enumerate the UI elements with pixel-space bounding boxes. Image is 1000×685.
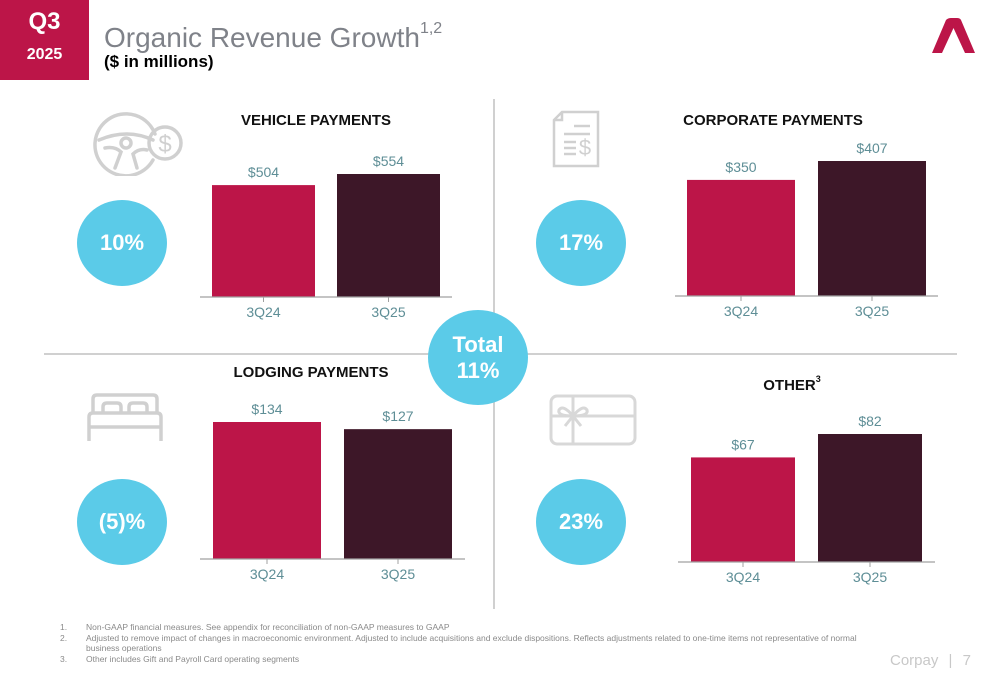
panel-title-other-text: OTHER bbox=[763, 377, 816, 394]
bar-3q24 bbox=[687, 179, 795, 296]
page-title: Organic Revenue Growth1,2 bbox=[104, 19, 443, 54]
company-name: Corpay bbox=[890, 652, 939, 669]
footnote: 3. Other includes Gift and Payroll Card o… bbox=[60, 654, 880, 665]
growth-bubble-other: 23% bbox=[536, 479, 626, 565]
panel-title-vehicle: VEHICLE PAYMENTS bbox=[240, 112, 392, 129]
data-label: $67 bbox=[731, 436, 755, 452]
chart-corporate-payments: $350 3Q24 $407 3Q25 bbox=[675, 140, 938, 319]
quarter-label: Q3 bbox=[28, 8, 61, 35]
bar-3q24 bbox=[212, 185, 315, 297]
gift-card-icon bbox=[549, 394, 637, 446]
growth-bubble-lodging: (5)% bbox=[77, 479, 167, 565]
page-subtitle: ($ in millions) bbox=[104, 52, 214, 71]
data-label: $504 bbox=[248, 164, 279, 180]
data-label: $127 bbox=[382, 408, 413, 424]
quarter-badge: Q3 2025 bbox=[0, 0, 89, 80]
growth-value-lodging: (5)% bbox=[98, 509, 146, 534]
total-growth-bubble: Total 11% bbox=[428, 310, 528, 405]
footnote-text: Non-GAAP financial measures. See appendi… bbox=[86, 622, 450, 632]
data-label: $554 bbox=[373, 153, 404, 169]
svg-text:$: $ bbox=[158, 131, 171, 158]
data-label: $134 bbox=[251, 401, 282, 417]
x-tick-label: 3Q25 bbox=[855, 303, 889, 319]
footer-separator: | bbox=[948, 652, 953, 669]
invoice-dollar-icon: $ bbox=[552, 110, 600, 168]
growth-bubble-corporate: 17% bbox=[536, 200, 626, 286]
page-title-text: Organic Revenue Growth bbox=[104, 22, 420, 53]
svg-text:$: $ bbox=[579, 135, 591, 160]
year-label: 2025 bbox=[26, 46, 63, 63]
page-number: 7 bbox=[962, 652, 971, 669]
footnote: 1. Non-GAAP financial measures. See appen… bbox=[60, 622, 880, 633]
total-label: Total bbox=[452, 331, 504, 357]
corpay-logo-icon bbox=[932, 18, 975, 53]
growth-bubble-vehicle: 10% bbox=[77, 200, 167, 286]
panel-title-lodging: LODGING PAYMENTS bbox=[233, 364, 389, 381]
bar-3q24 bbox=[691, 457, 795, 562]
x-tick-label: 3Q25 bbox=[381, 566, 415, 582]
bar-3q25 bbox=[818, 161, 926, 296]
data-label: $350 bbox=[725, 159, 756, 175]
total-value: 11% bbox=[456, 357, 500, 383]
title-footnote-ref: 1,2 bbox=[419, 19, 443, 37]
footnotes: 1. Non-GAAP financial measures. See appen… bbox=[60, 622, 880, 664]
page-footer: Corpay | 7 bbox=[890, 652, 971, 669]
growth-value-other: 23% bbox=[558, 509, 604, 534]
footnote: 2. Adjusted to remove impact of changes i… bbox=[60, 633, 880, 654]
bar-3q24 bbox=[213, 422, 321, 559]
chart-other: $67 3Q24 $82 3Q25 bbox=[678, 413, 935, 585]
footnote-text: Adjusted to remove impact of changes in … bbox=[86, 632, 857, 654]
x-tick-label: 3Q24 bbox=[246, 304, 280, 320]
footnote-number: 2. bbox=[60, 632, 68, 643]
bed-icon bbox=[87, 393, 163, 441]
x-tick-label: 3Q24 bbox=[724, 303, 758, 319]
data-label: $82 bbox=[858, 413, 882, 429]
bar-3q25 bbox=[344, 429, 452, 559]
bar-3q25 bbox=[337, 174, 440, 297]
footnote-text: Other includes Gift and Payroll Card ope… bbox=[86, 653, 300, 664]
chart-vehicle-payments: $504 3Q24 $554 3Q25 bbox=[200, 153, 452, 320]
x-tick-label: 3Q24 bbox=[726, 569, 760, 585]
chart-lodging-payments: $134 3Q24 $127 3Q25 bbox=[200, 401, 465, 582]
panel-title-corporate: CORPORATE PAYMENTS bbox=[683, 112, 863, 129]
footnote-number: 1. bbox=[60, 622, 68, 632]
bar-3q25 bbox=[818, 434, 922, 562]
x-tick-label: 3Q25 bbox=[371, 304, 405, 320]
panel-title-other: OTHER3 bbox=[763, 374, 821, 394]
data-label: $407 bbox=[856, 140, 887, 156]
steering-wheel-dollar-icon: $ bbox=[93, 112, 183, 176]
growth-value-vehicle: 10% bbox=[99, 230, 145, 255]
x-tick-label: 3Q24 bbox=[250, 566, 284, 582]
x-tick-label: 3Q25 bbox=[853, 569, 887, 585]
other-footnote-ref: 3 bbox=[815, 374, 821, 384]
footnote-number: 3. bbox=[60, 653, 68, 664]
growth-value-corporate: 17% bbox=[558, 230, 604, 255]
